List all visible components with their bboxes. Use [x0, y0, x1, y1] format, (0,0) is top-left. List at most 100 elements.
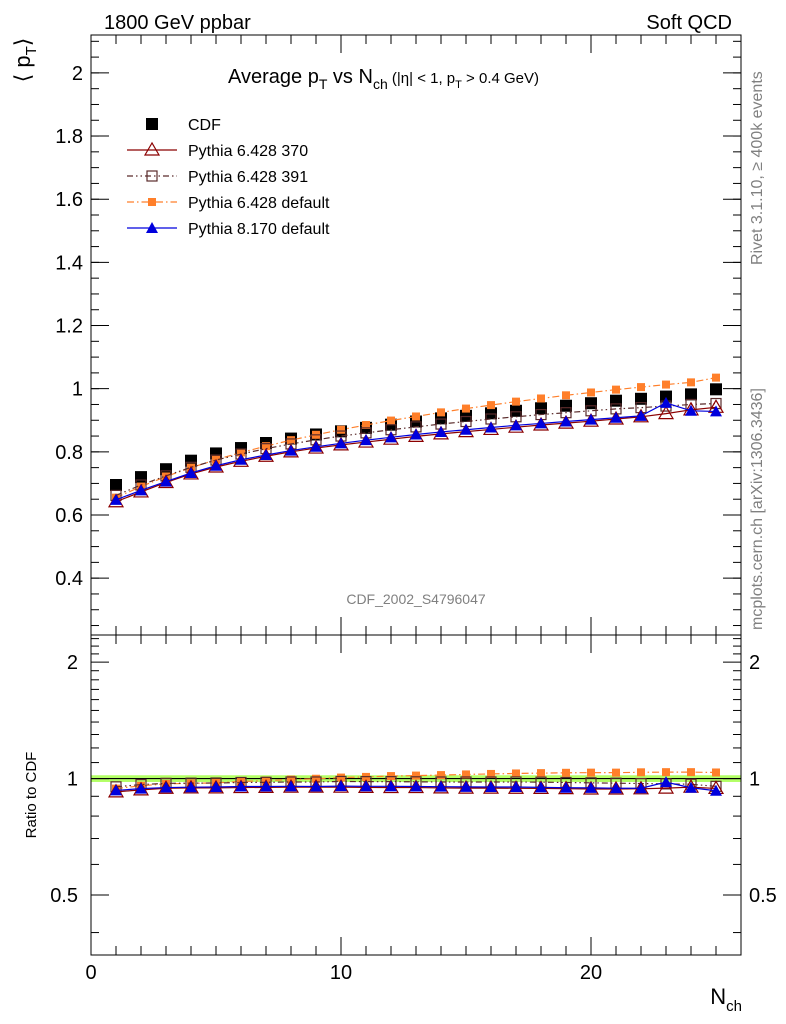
data-point: [285, 780, 297, 792]
data-point: [185, 781, 197, 793]
data-point: [387, 416, 395, 425]
data-point: [637, 383, 645, 392]
data-point: [537, 769, 545, 778]
legend-entry: Pythia 6.428 370: [127, 141, 308, 160]
header-left: 1800 GeV ppbar: [104, 12, 251, 34]
ratio-y-tick-label: 0.5: [50, 885, 78, 907]
data-point: [560, 399, 572, 412]
data-point: [160, 463, 172, 476]
data-point: [135, 471, 147, 484]
data-point: [560, 415, 572, 427]
x-tick-label: 10: [330, 962, 352, 984]
legend-entry: CDF: [146, 117, 221, 134]
data-point: [310, 780, 322, 792]
legend-label: Pythia 6.428 391: [188, 169, 308, 186]
data-point: [562, 768, 570, 777]
data-point: [285, 444, 297, 456]
data-point: [685, 404, 697, 416]
data-point: [712, 768, 720, 777]
data-point: [585, 413, 597, 425]
data-point: [560, 781, 572, 793]
data-point: [585, 781, 597, 793]
data-point: [235, 453, 247, 465]
data-point: [110, 493, 122, 505]
data-point: [210, 459, 222, 471]
data-point: [110, 479, 122, 491]
data-point: [512, 397, 520, 406]
ratio-ticks: 0.5 0.5 1 1 2 2: [50, 635, 777, 955]
data-point: [146, 170, 158, 182]
legend-label: Pythia 6.428 370: [188, 143, 308, 160]
side-text-rivet: Rivet 3.1.10, ≥ 400k events: [749, 71, 766, 265]
data-point: [485, 781, 497, 793]
data-point: [487, 769, 495, 778]
legend-label: CDF: [188, 117, 221, 134]
y-tick-label: 1.8: [55, 126, 83, 148]
data-point: [635, 392, 647, 405]
data-point: [585, 397, 597, 410]
legend-entry: Pythia 6.428 default: [127, 195, 330, 212]
data-point: [562, 391, 570, 400]
data-point: [710, 405, 722, 417]
data-point: [462, 404, 470, 413]
data-point: [160, 781, 172, 793]
data-point: [360, 434, 372, 446]
data-point: [535, 417, 547, 429]
y-tick-label: 0.4: [55, 568, 83, 590]
data-point: [462, 770, 470, 779]
series-4: [110, 396, 722, 505]
data-point: [510, 404, 522, 417]
data-point: [587, 388, 595, 397]
data-point: [637, 768, 645, 777]
data-point: [312, 774, 320, 783]
legend-label: Pythia 8.170 default: [188, 221, 330, 238]
data-point: [687, 768, 695, 777]
data-point: [660, 776, 672, 788]
y-tick-label: 1.2: [55, 316, 83, 338]
data-point: [210, 781, 222, 793]
data-point: [157, 474, 175, 489]
data-point: [537, 394, 545, 403]
series-line: [115, 402, 717, 496]
side-text-mcplots: mcplots.cern.ch [arXiv:1306.3436]: [749, 388, 766, 630]
ratio-series: [107, 768, 725, 798]
data-point: [207, 458, 225, 473]
data-point: [460, 409, 472, 422]
data-point: [687, 378, 695, 387]
data-point: [412, 771, 420, 780]
data-point: [146, 118, 158, 130]
data-point: [182, 465, 200, 480]
data-point: [185, 467, 197, 478]
y-tick-label: 2: [72, 63, 83, 85]
data-point: [610, 394, 622, 407]
legend-entry: Pythia 8.170 default: [127, 221, 330, 238]
data-point: [260, 780, 272, 792]
data-point: [662, 380, 670, 389]
x-tick-label: 20: [580, 962, 602, 984]
data-point: [335, 780, 347, 792]
data-point: [310, 440, 322, 452]
data-point: [635, 409, 647, 421]
ratio-y-tick-label-right: 0.5: [749, 885, 777, 907]
data-point: [485, 407, 497, 420]
data-point: [510, 781, 522, 793]
data-point: [512, 769, 520, 778]
y-tick-label: 1.6: [55, 189, 83, 211]
ratio-y-tick-label: 1: [67, 769, 78, 791]
data-point: [135, 484, 147, 496]
data-point: [148, 198, 156, 206]
ratio-panel-frame: [90, 634, 742, 956]
data-point: [712, 373, 720, 382]
data-point: [685, 388, 697, 401]
data-point: [262, 442, 270, 451]
svg-text:⟨ pT⟩: ⟨ pT⟩: [10, 38, 40, 83]
data-point: [662, 768, 670, 777]
data-point: [337, 773, 345, 782]
data-point: [660, 390, 672, 403]
legend: CDF Pythia 6.428 370 Pythia 6.428 391 Pythi…: [127, 117, 330, 238]
x-tick-labels: 0 10 20: [85, 962, 602, 984]
data-point: [435, 425, 447, 437]
data-point: [460, 423, 472, 435]
data-point: [160, 475, 172, 487]
